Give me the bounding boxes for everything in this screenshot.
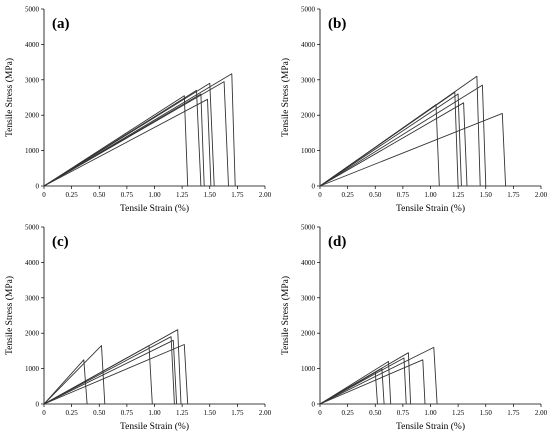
panel-label: (b): [328, 16, 346, 32]
x-axis-title: Tensile Strain (%): [120, 203, 189, 214]
y-tick-label: 2000: [25, 112, 40, 120]
x-tick-label: 1.75: [507, 409, 520, 417]
panel-label: (a): [52, 16, 70, 32]
series-line-7: [319, 112, 507, 187]
series-line-3: [319, 93, 462, 187]
y-tick-label: 1000: [301, 365, 316, 373]
x-tick-label: 1.00: [424, 191, 437, 199]
panel-d: 0 0.25 0.50 0.75 1.00 1.25 1.50 1.75 2.00 0 1000 20…: [280, 224, 548, 433]
x-tick-label: 1.50: [204, 409, 217, 417]
y-tick-label: 3000: [25, 294, 40, 302]
y-axis-title: Tensile Stress (MPa): [4, 276, 15, 355]
series-line-6: [319, 359, 426, 405]
y-tick-label: 0: [36, 183, 40, 191]
x-tick-label: 1.25: [452, 191, 465, 199]
series-line-6: [43, 73, 236, 187]
y-tick-label: 0: [36, 401, 40, 409]
x-tick-label: 1.50: [480, 409, 493, 417]
y-tick-label: 5000: [25, 6, 40, 14]
y-tick-label: 1000: [301, 147, 316, 155]
x-axis-title: Tensile Strain (%): [396, 421, 465, 432]
x-axis-title: Tensile Strain (%): [120, 421, 189, 432]
series-line-7: [319, 346, 438, 405]
series-line-6: [319, 84, 487, 187]
y-axis-title: Tensile Stress (MPa): [280, 276, 291, 355]
y-tick-label: 3000: [301, 294, 316, 302]
x-tick-label: 0.75: [121, 191, 134, 199]
x-tick-label: 0: [42, 409, 46, 417]
y-tick-label: 4000: [25, 259, 40, 267]
y-tick-label: 5000: [301, 224, 316, 232]
x-tick-label: 0: [318, 409, 322, 417]
x-tick-label: 1.50: [480, 191, 493, 199]
panel-label: (d): [328, 234, 346, 250]
y-tick-label: 4000: [25, 41, 40, 49]
x-tick-label: 1.75: [231, 409, 244, 417]
x-tick-label: 1.00: [148, 409, 161, 417]
x-tick-label: 0.50: [93, 409, 106, 417]
y-tick-label: 3000: [25, 76, 40, 84]
series-line-7: [43, 98, 212, 187]
x-tick-label: 2.00: [535, 191, 548, 199]
y-tick-label: 5000: [301, 6, 316, 14]
x-tick-label: 1.50: [204, 191, 217, 199]
panel-b: 0 0.25 0.50 0.75 1.00 1.25 1.50 1.75 2.00 0 1000 20…: [280, 6, 548, 215]
x-tick-label: 1.25: [176, 191, 189, 199]
x-tick-label: 1.25: [176, 409, 189, 417]
y-tick-label: 1000: [25, 147, 40, 155]
x-tick-label: 0.75: [397, 409, 410, 417]
panel-label: (c): [52, 234, 69, 250]
x-tick-label: 2.00: [259, 409, 272, 417]
x-tick-label: 0.75: [397, 191, 410, 199]
x-tick-label: 0.25: [342, 191, 355, 199]
panel-a: 0 0.25 0.50 0.75 1.00 1.25 1.50 1.75 2.00 0 1000 20…: [4, 6, 272, 215]
x-tick-label: 0.50: [369, 409, 382, 417]
series-line-1: [43, 359, 88, 405]
series-line-4: [43, 336, 175, 405]
series-line-1: [43, 95, 189, 187]
x-tick-label: 2.00: [535, 409, 548, 417]
panel-c: 0 0.25 0.50 0.75 1.00 1.25 1.50 1.75 2.00 0 1000 20…: [4, 224, 272, 433]
y-tick-label: 5000: [25, 224, 40, 232]
y-tick-label: 2000: [25, 330, 40, 338]
x-tick-label: 0.75: [121, 409, 134, 417]
y-axis-title: Tensile Stress (MPa): [280, 58, 291, 137]
series-line-4: [319, 357, 407, 405]
series-line-3: [319, 361, 392, 405]
x-tick-label: 0.25: [66, 409, 79, 417]
x-tick-label: 0.50: [369, 191, 382, 199]
y-axis-title: Tensile Stress (MPa): [4, 58, 15, 137]
x-tick-label: 1.75: [231, 191, 244, 199]
series-line-6: [43, 329, 182, 405]
series-line-5: [319, 75, 481, 187]
y-tick-label: 2000: [301, 330, 316, 338]
x-tick-label: 0: [318, 191, 322, 199]
series-line-7: [43, 344, 189, 405]
series-line-5: [43, 81, 229, 187]
x-tick-label: 1.00: [148, 191, 161, 199]
y-tick-label: 0: [312, 401, 316, 409]
y-tick-label: 4000: [301, 259, 316, 267]
x-tick-label: 1.75: [507, 191, 520, 199]
y-tick-label: 3000: [301, 76, 316, 84]
x-tick-label: 0: [42, 191, 46, 199]
x-tick-label: 0.50: [93, 191, 106, 199]
series-line-2: [43, 345, 106, 405]
x-tick-label: 0.25: [342, 409, 355, 417]
x-tick-label: 0.25: [66, 191, 79, 199]
x-axis-title: Tensile Strain (%): [396, 203, 465, 214]
x-tick-label: 1.00: [424, 409, 437, 417]
x-tick-label: 1.25: [452, 409, 465, 417]
x-tick-label: 2.00: [259, 191, 272, 199]
y-tick-label: 0: [312, 183, 316, 191]
y-tick-label: 1000: [25, 365, 40, 373]
series-line-5: [43, 339, 178, 405]
y-tick-label: 4000: [301, 41, 316, 49]
y-tick-label: 2000: [301, 112, 316, 120]
series-line-5: [319, 352, 412, 405]
series-line-4: [319, 102, 468, 187]
series-line-4: [43, 82, 215, 187]
